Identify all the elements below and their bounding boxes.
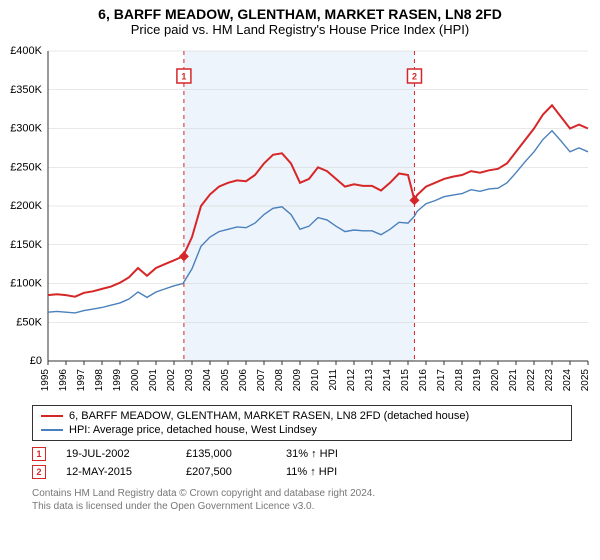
x-tick-label: 2021: [508, 369, 519, 392]
y-tick-label: £0: [30, 355, 42, 367]
x-tick-label: 2017: [436, 369, 447, 392]
sale-row-marker: 2: [32, 465, 46, 479]
sale-row: 1 19-JUL-2002 £135,000 31% ↑ HPI: [32, 445, 572, 463]
footnote-line2: This data is licensed under the Open Gov…: [32, 500, 572, 513]
x-tick-label: 2010: [310, 369, 321, 392]
y-tick-label: £150K: [10, 239, 42, 251]
legend-row: HPI: Average price, detached house, West…: [41, 423, 563, 437]
x-tick-label: 2012: [346, 369, 357, 392]
x-tick-label: 2004: [202, 369, 213, 392]
x-tick-label: 2002: [166, 369, 177, 392]
x-tick-label: 1995: [40, 369, 51, 392]
legend-swatch: [41, 429, 63, 432]
legend-row: 6, BARFF MEADOW, GLENTHAM, MARKET RASEN,…: [41, 409, 563, 423]
x-tick-label: 2005: [220, 369, 231, 392]
chart-svg: £0 £50K £100K £150K £200K £250K £300K £350K £400…: [0, 41, 600, 401]
x-tick-label: 2014: [382, 369, 393, 392]
chart-subtitle: Price paid vs. HM Land Registry's House …: [0, 22, 600, 41]
sale-row-date: 12-MAY-2015: [66, 466, 166, 478]
y-tick-label: £250K: [10, 161, 42, 173]
x-tick-label: 2023: [544, 369, 555, 392]
x-tick-label: 1999: [112, 369, 123, 392]
x-tick-label: 1997: [76, 369, 87, 392]
x-tick-label: 2006: [238, 369, 249, 392]
y-tick-label: £300K: [10, 123, 42, 135]
y-tick-label: £50K: [16, 316, 42, 328]
x-tick-label: 2007: [256, 369, 267, 392]
x-tick-label: 2009: [292, 369, 303, 392]
sale-label-num: 1: [181, 71, 186, 81]
sale-row-delta: 11% ↑ HPI: [286, 466, 366, 478]
chart-container: 6, BARFF MEADOW, GLENTHAM, MARKET RASEN,…: [0, 0, 600, 560]
x-tick-label: 2001: [148, 369, 159, 392]
x-tick-label: 2020: [490, 369, 501, 392]
x-tick-label: 1996: [58, 369, 69, 392]
x-tick-label: 2003: [184, 369, 195, 392]
x-tick-label: 2011: [328, 369, 339, 391]
footnote-line1: Contains HM Land Registry data © Crown c…: [32, 487, 572, 500]
sale-row-price: £207,500: [186, 466, 266, 478]
x-tick-label: 2013: [364, 369, 375, 392]
y-tick-label: £400K: [10, 45, 42, 57]
x-tick-label: 2019: [472, 369, 483, 392]
y-tick-label: £200K: [10, 200, 42, 212]
y-tick-label: £350K: [10, 84, 42, 96]
legend-label: 6, BARFF MEADOW, GLENTHAM, MARKET RASEN,…: [69, 410, 469, 422]
x-tick-label: 2000: [130, 369, 141, 392]
sale-rows: 1 19-JUL-2002 £135,000 31% ↑ HPI 2 12-MAY-201…: [32, 445, 572, 481]
x-tick-label: 1998: [94, 369, 105, 392]
sale-row: 2 12-MAY-2015 £207,500 11% ↑ HPI: [32, 463, 572, 481]
y-tick-label: £100K: [10, 278, 42, 290]
x-tick-label: 2024: [562, 369, 573, 392]
x-tick-label: 2008: [274, 369, 285, 392]
x-tick-label: 2022: [526, 369, 537, 392]
x-tick-label: 2016: [418, 369, 429, 392]
legend-label: HPI: Average price, detached house, West…: [69, 424, 317, 436]
legend-box: 6, BARFF MEADOW, GLENTHAM, MARKET RASEN,…: [32, 405, 572, 441]
x-tick-label: 2015: [400, 369, 411, 392]
legend-swatch: [41, 415, 63, 418]
sale-row-date: 19-JUL-2002: [66, 448, 166, 460]
sale-label-num: 2: [412, 71, 417, 81]
x-tick-label: 2018: [454, 369, 465, 392]
x-tick-label: 2025: [580, 369, 591, 392]
sale-row-marker: 1: [32, 447, 46, 461]
footnote: Contains HM Land Registry data © Crown c…: [32, 487, 572, 513]
chart-area: £0 £50K £100K £150K £200K £250K £300K £350K £400…: [0, 41, 600, 401]
sale-row-price: £135,000: [186, 448, 266, 460]
chart-title: 6, BARFF MEADOW, GLENTHAM, MARKET RASEN,…: [0, 0, 600, 22]
sale-row-delta: 31% ↑ HPI: [286, 448, 366, 460]
